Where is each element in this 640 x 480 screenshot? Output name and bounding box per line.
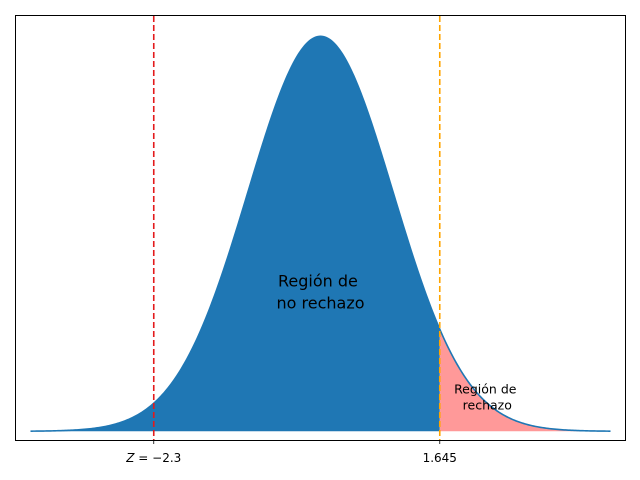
rejection-region-label: Región de rechazo xyxy=(454,382,520,413)
critical-value: 1.645 xyxy=(423,451,457,465)
non-rejection-region-label: Región de no rechazo xyxy=(276,272,364,313)
x-tick-label-z: Z = −2.3 xyxy=(125,451,181,465)
non-rejection-region-fill xyxy=(30,36,440,432)
non-rejection-label-line1: Región de xyxy=(278,272,358,291)
rejection-region-fill xyxy=(439,329,611,432)
non-rejection-label-line2: no rechazo xyxy=(276,294,364,313)
x-tick-label-1645: 1.645 xyxy=(423,451,457,465)
z-value: = −2.3 xyxy=(134,451,181,465)
normal-curve-line xyxy=(30,35,611,432)
z-symbol: Z xyxy=(125,451,135,465)
rejection-label-line2: rechazo xyxy=(463,398,512,413)
rejection-label-line1: Región de xyxy=(454,382,517,397)
plot-frame xyxy=(15,15,626,441)
